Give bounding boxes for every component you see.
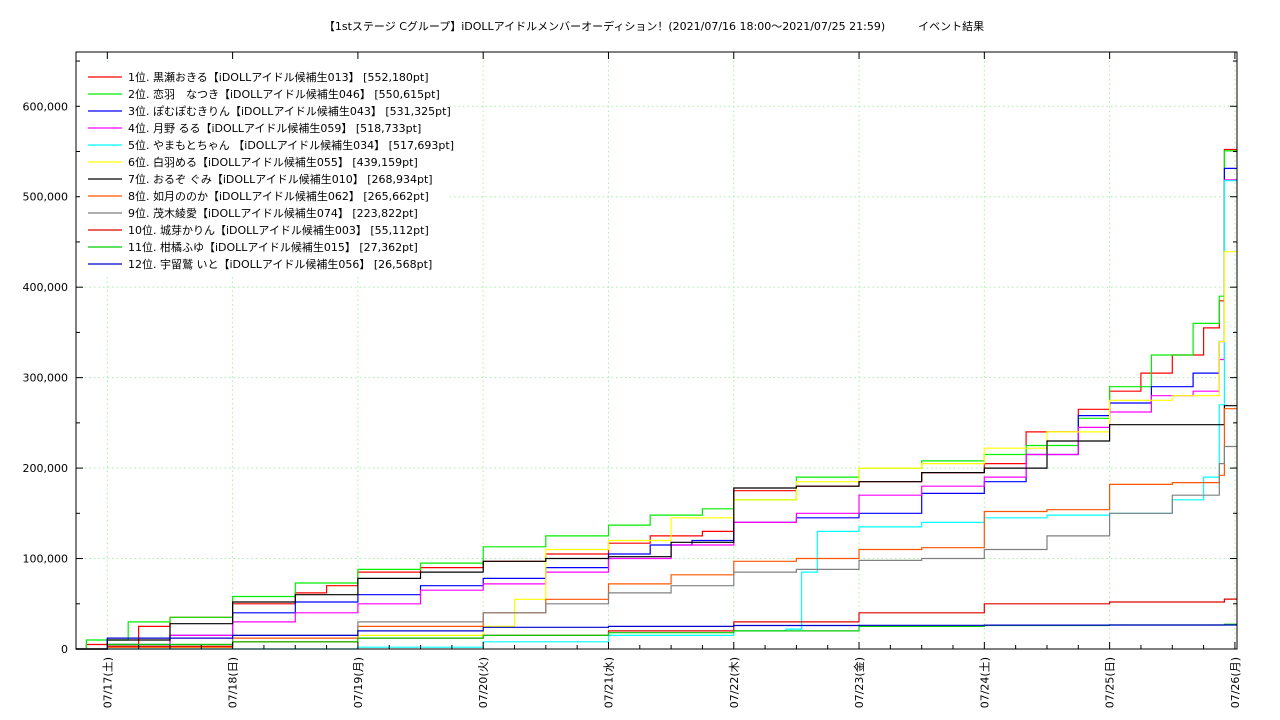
y-tick-label: 500,000: [23, 191, 69, 204]
legend-entry: 11位. 柑橘ふゆ【iDOLLアイドル候補生015】 [27,362pt]: [128, 240, 418, 254]
x-tick-label: 07/25(日): [1104, 657, 1117, 708]
series-line-4: [76, 179, 1237, 650]
x-tick-label: 07/17(土): [101, 657, 114, 708]
legend-entry: 12位. 宇留鷲 いと【iDOLLアイドル候補生056】 [26,568pt]: [128, 257, 432, 271]
y-tick-label: 300,000: [23, 372, 69, 385]
legend: 1位. 黒瀬おきる【iDOLLアイドル候補生013】 [552,180pt] 2位…: [80, 62, 454, 274]
x-tick-label: 07/22(木): [728, 657, 741, 708]
legend-entry: 1位. 黒瀬おきる【iDOLLアイドル候補生013】 [552,180pt]: [128, 70, 429, 84]
axes: 07/17(土) 07/18(日) 07/19(月) 07/20(火) 07/21(水)…: [23, 52, 1242, 708]
legend-entry: 9位. 茂木綾愛【iDOLLアイドル候補生074】 [223,822pt]: [128, 206, 418, 220]
legend-entry: 5位. やまもとちゃん 【iDOLLアイドル候補生034】 [517,693pt…: [128, 138, 454, 152]
x-tick-label: 07/23(金): [852, 657, 866, 708]
y-tick-label: 600,000: [23, 100, 69, 113]
series-line-11: [76, 623, 1237, 650]
x-tick-label: 07/20(火): [477, 657, 490, 708]
x-tick-label: 07/19(月): [352, 657, 365, 708]
legend-entry: 4位. 月野 るる【iDOLLアイドル候補生059】 [518,733pt]: [128, 121, 421, 135]
legend-entry: 2位. 恋羽 なつき【iDOLLアイドル候補生046】 [550,615pt]: [128, 87, 440, 101]
plot-frame: [75, 51, 1238, 650]
series-line-5: [76, 180, 1237, 650]
legend-entry: 7位. おるぞ ぐみ【iDOLLアイドル候補生010】 [268,934pt]: [128, 172, 433, 186]
series-line-1: [76, 148, 1237, 650]
series-line-9: [76, 445, 1237, 650]
y-tick-label: 200,000: [23, 462, 69, 475]
series-line-6: [76, 251, 1237, 650]
series-line-12: [76, 624, 1237, 650]
legend-entry: 10位. 城芽かりん【iDOLLアイドル候補生003】 [55,112pt]: [128, 223, 429, 237]
x-tick-label: 07/21(水): [602, 657, 615, 708]
legend-entry: 3位. ぽむぽむきりん【iDOLLアイドル候補生043】 [531,325pt]: [128, 104, 451, 118]
series-line-2: [76, 150, 1237, 650]
x-tick-label: 07/18(日): [227, 657, 240, 708]
legend-entry: 8位. 如月ののか【iDOLLアイドル候補生062】 [265,662pt]: [128, 189, 429, 203]
legend-entry: 6位. 白羽める【iDOLLアイドル候補生055】 [439,159pt]: [128, 155, 418, 169]
chart-title: 【1stステージ Cグループ】iDOLLアイドルメンバーオーディション！(202…: [324, 19, 984, 33]
series-line-7: [76, 405, 1237, 650]
y-tick-label: 100,000: [23, 553, 69, 566]
y-tick-label: 0: [61, 643, 68, 656]
x-tick-label: 07/26(月): [1229, 657, 1242, 708]
legend-box: [80, 62, 450, 274]
x-tick-label: 07/24(土): [978, 657, 991, 708]
y-tick-label: 400,000: [23, 281, 69, 294]
